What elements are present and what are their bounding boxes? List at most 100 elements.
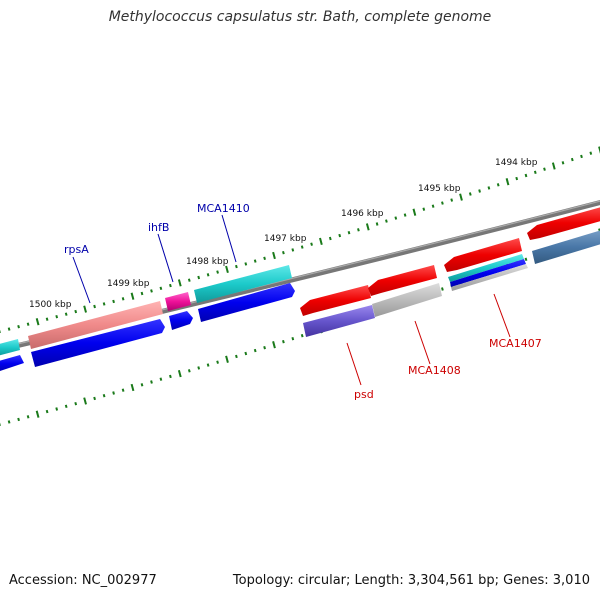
minor-tick [589, 151, 593, 155]
minor-tick [450, 198, 454, 202]
reverse-strand-genes [0, 230, 600, 371]
gene-red-fwd-1 [300, 285, 371, 316]
minor-tick [93, 396, 96, 401]
minor-tick [310, 242, 313, 246]
minor-tick [235, 354, 238, 359]
gene-label-ihfB: ihfB [148, 221, 169, 234]
minor-tick [0, 329, 1, 334]
minor-tick [422, 207, 426, 211]
minor-tick [74, 401, 78, 406]
gene-red-fwd-2 [368, 265, 437, 296]
major-tick [412, 208, 417, 216]
minor-tick [102, 302, 106, 306]
major-tick [177, 279, 182, 287]
minor-tick [206, 273, 210, 277]
scale-label: 1497 kbp [264, 234, 307, 244]
major-tick [272, 341, 276, 349]
minor-tick [159, 377, 163, 381]
minor-tick [169, 283, 172, 288]
leader-rpsA [72, 256, 91, 304]
minor-tick [206, 363, 210, 367]
minor-tick [102, 393, 106, 398]
leader-ihfB [157, 233, 174, 283]
minor-tick [253, 348, 257, 353]
gene-rpsA [28, 301, 163, 349]
gene-labels: rpsA ihfB MCA1410 psd MCA1408 MCA1407 [64, 202, 542, 401]
gene-blue-thin [450, 259, 526, 287]
minor-tick [300, 245, 304, 249]
scale-label: 1499 kbp [107, 279, 150, 289]
gene-psd [303, 305, 375, 337]
minor-tick [338, 233, 342, 238]
minor-tick [112, 391, 115, 395]
minor-tick [197, 275, 201, 280]
minor-tick [55, 314, 59, 319]
major-tick [459, 193, 463, 201]
minor-tick [375, 222, 379, 226]
minor-tick [570, 157, 574, 162]
minor-tick [385, 219, 388, 223]
major-tick [365, 223, 370, 231]
minor-tick [74, 309, 78, 314]
major-tick [177, 369, 182, 378]
gene-label-MCA1408: MCA1408 [408, 364, 461, 377]
minor-tick [55, 407, 59, 411]
minor-tick [121, 297, 125, 301]
minor-tick [17, 324, 20, 329]
gene-blue-left [0, 355, 24, 371]
minor-tick [291, 336, 295, 341]
minor-tick [244, 262, 248, 266]
gene-blue-long [31, 319, 165, 367]
minor-tick [187, 278, 191, 282]
gene-label-psd: psd [354, 388, 374, 401]
gene-MCA1407 [451, 264, 528, 291]
minor-tick [244, 351, 248, 356]
leader-lines [72, 214, 511, 386]
forward-strand-genes [0, 207, 600, 356]
gene-MCA1408 [372, 283, 442, 317]
minor-tick [468, 192, 472, 196]
major-tick [225, 265, 229, 274]
minor-tick [169, 374, 172, 379]
major-tick [505, 178, 510, 186]
major-tick [272, 251, 276, 260]
leader-MCA1408 [414, 320, 431, 365]
minor-tick [533, 170, 537, 175]
gene-label-rpsA: rpsA [64, 243, 89, 256]
gene-blue-small [169, 311, 193, 330]
minor-tick [394, 216, 398, 220]
scale-label: 1496 kbp [341, 209, 384, 219]
major-tick [130, 383, 135, 392]
scale-label: 1495 kbp [418, 184, 461, 194]
map-title: Methylococcus capsulatus str. Bath, comp… [108, 9, 492, 25]
gene-MCA1410 [194, 265, 292, 303]
minor-tick [235, 264, 238, 269]
minor-tick [441, 201, 444, 205]
gene-steel [532, 230, 600, 264]
gene-red-fwd-3 [444, 238, 522, 272]
minor-tick [197, 366, 201, 370]
minor-tick [263, 345, 266, 350]
minor-tick [7, 327, 11, 331]
minor-tick [580, 154, 583, 159]
minor-tick [478, 189, 481, 193]
gene-ihfB [165, 292, 191, 311]
minor-tick [150, 380, 153, 384]
minor-tick [524, 173, 528, 178]
minor-tick [26, 322, 30, 326]
gene-cyan-left-top [0, 339, 20, 356]
gene-cyan-thin [448, 254, 524, 282]
minor-tick [45, 317, 49, 321]
minor-tick [543, 167, 546, 171]
minor-tick [291, 248, 295, 252]
minor-tick [93, 304, 96, 309]
minor-tick [431, 204, 435, 208]
major-tick [319, 237, 323, 246]
scale-labels: 1500 kbp 1499 kbp 1498 kbp 1497 kbp 1496… [29, 158, 538, 310]
major-tick [83, 397, 87, 405]
scale-label: 1498 kbp [186, 257, 229, 267]
major-tick [83, 305, 87, 313]
major-tick [225, 355, 229, 363]
minor-tick [0, 422, 1, 427]
